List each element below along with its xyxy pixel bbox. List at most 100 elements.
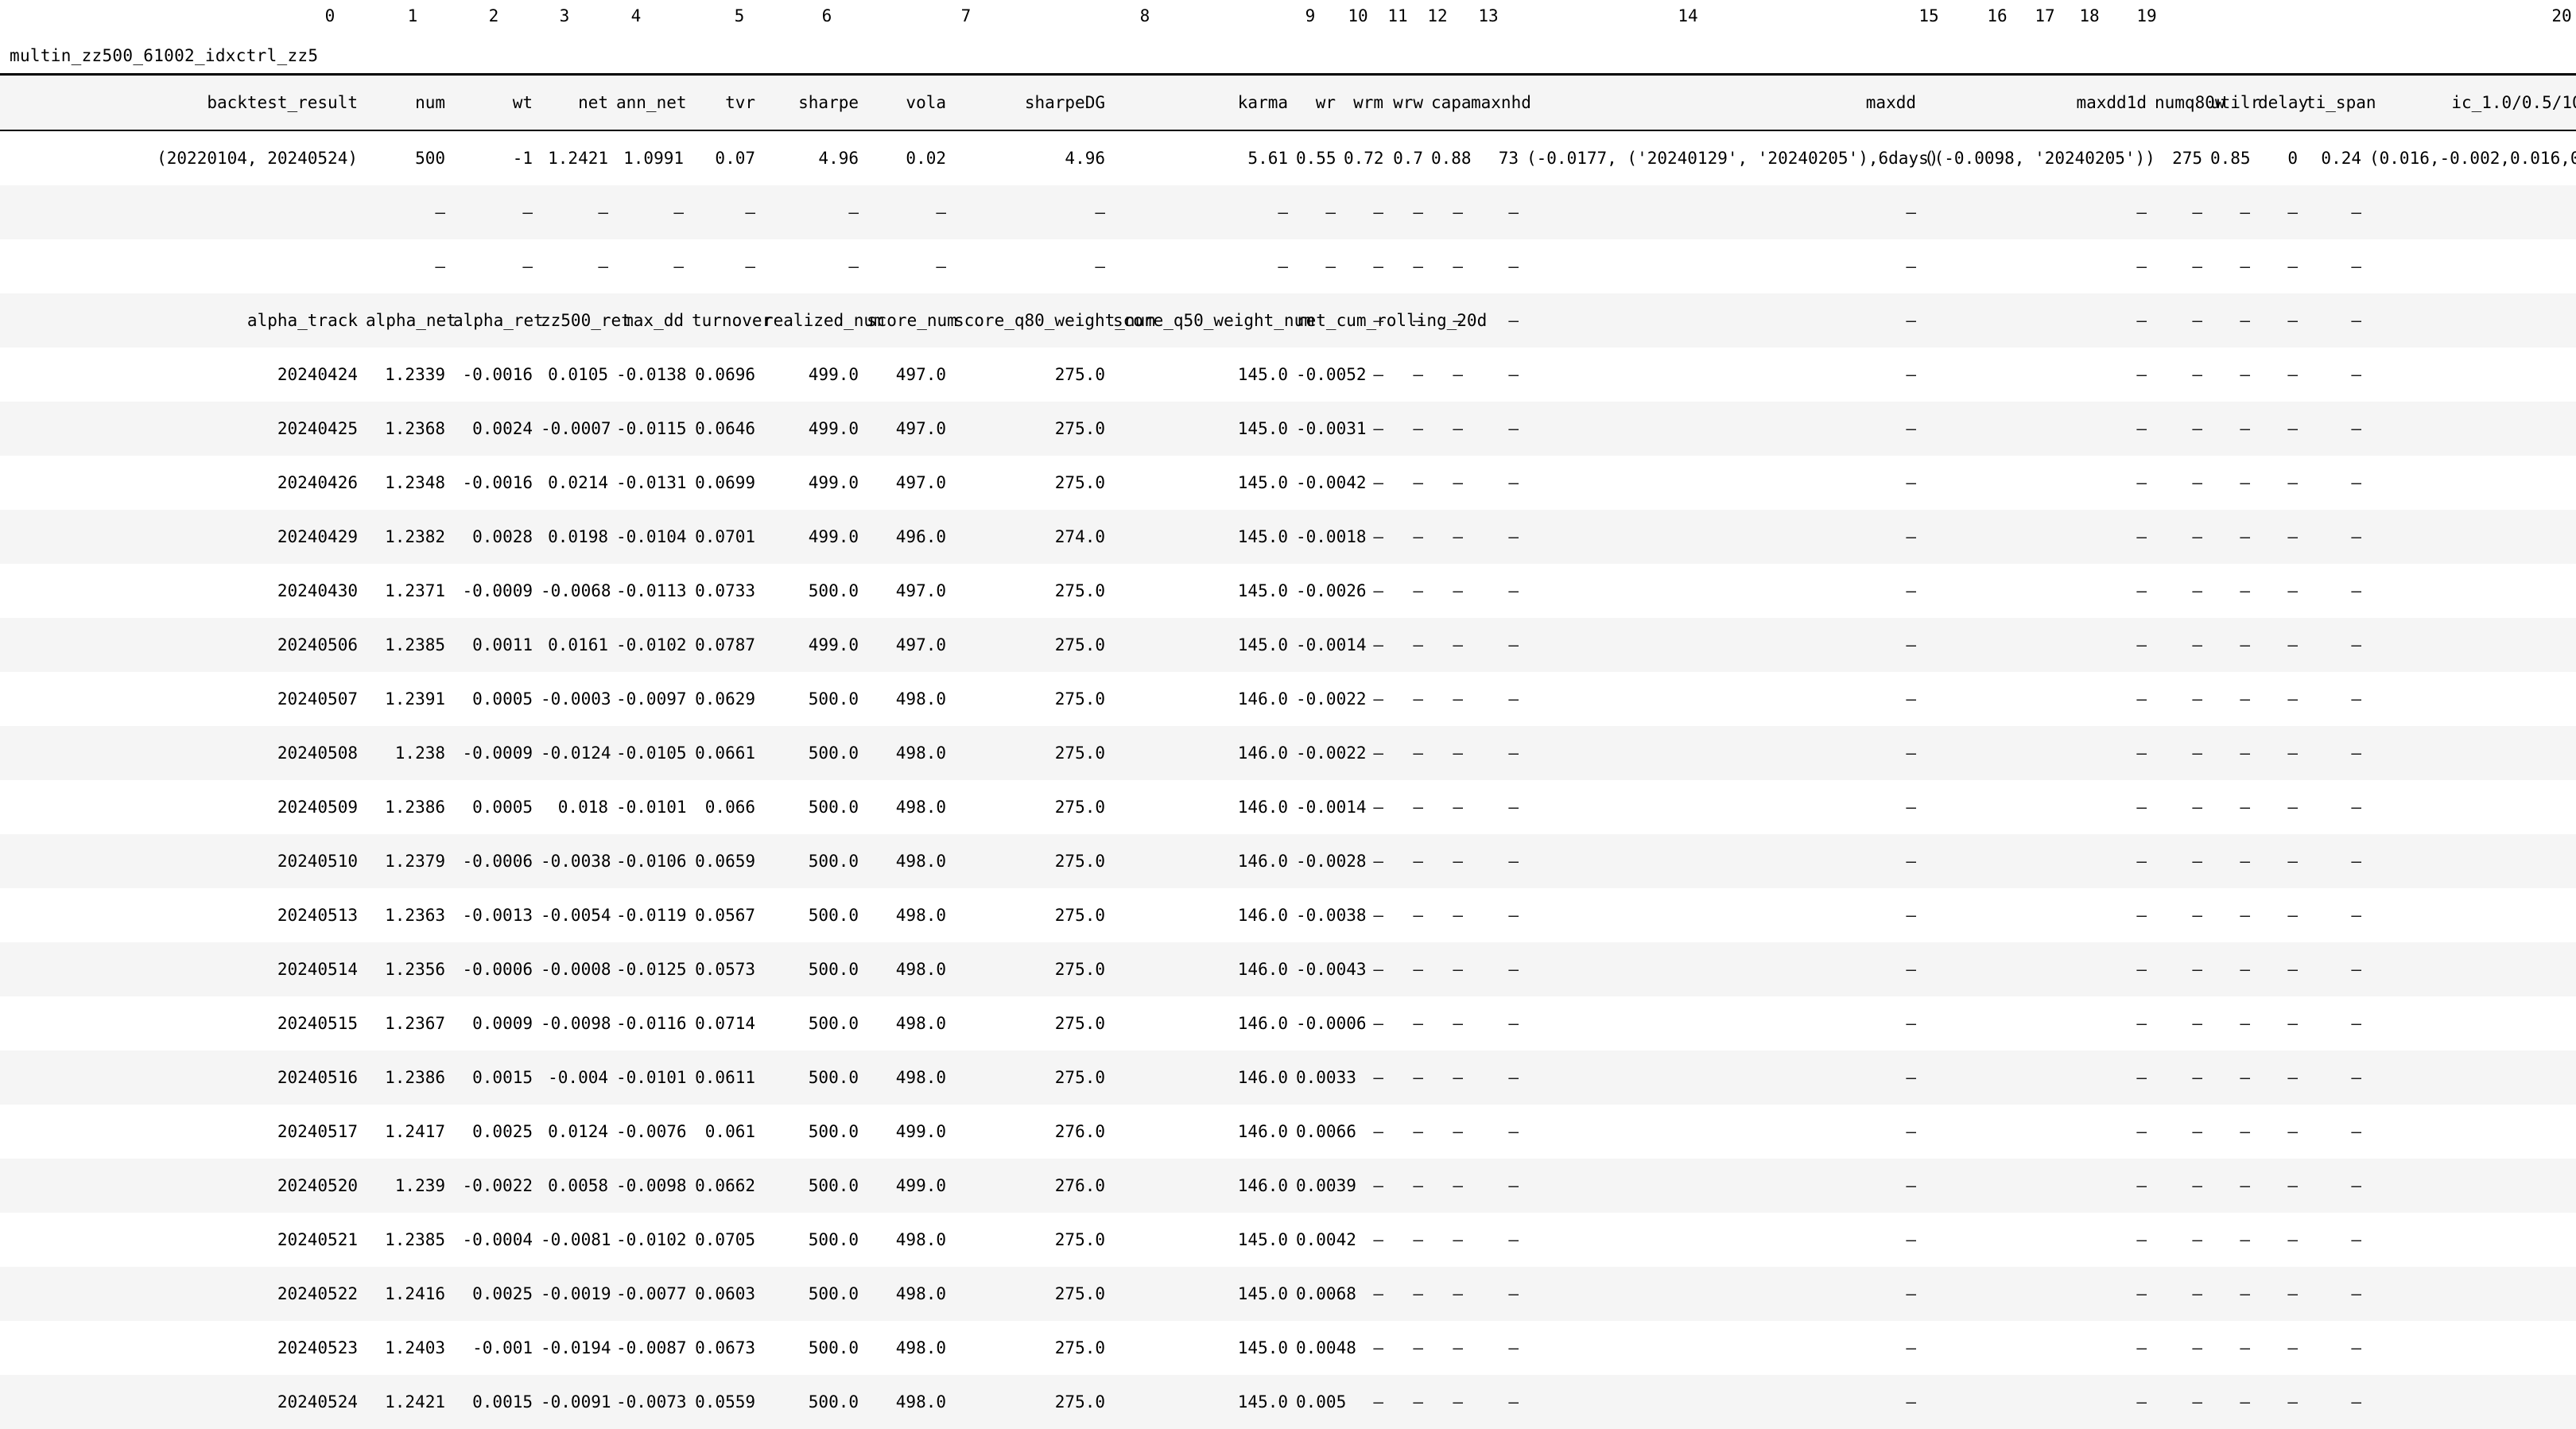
table-cell: — (1906, 1230, 1916, 1249)
table-cell: — (2287, 527, 2298, 546)
table-cell: — (1413, 581, 1423, 600)
table-cell: — (2369, 996, 2576, 1050)
table-cell: 497.0 (895, 419, 946, 438)
table-cell: — (1906, 1338, 1916, 1357)
table-cell: — (2240, 798, 2250, 817)
table-cell: — (2351, 852, 2361, 871)
column-index-3: 3 (559, 6, 570, 25)
table-cell: — (1413, 1014, 1423, 1033)
table-cell: 0 (2287, 149, 2298, 168)
table-cell: 1.2339 (385, 365, 445, 384)
table-cell: — (1906, 473, 1916, 492)
header-row: backtest_result num wt net ann_net tvr sharpe v… (0, 73, 2576, 131)
table-cell: -0.0043 (1296, 960, 1367, 979)
table-cell: 498.0 (895, 1014, 946, 1033)
table-cell: -0.0081 (541, 1230, 611, 1249)
table-cell: 500.0 (808, 1122, 859, 1141)
table-row: 20240507 1.2391 0.0005 -0.0003 -0.0097 0.0629… (0, 672, 2576, 726)
table-cell: 1.2385 (385, 1230, 445, 1249)
table-cell: — (1413, 689, 1423, 709)
table-cell: 275.0 (1054, 744, 1105, 763)
column-header-karma: karma (1113, 73, 1296, 131)
table-cell: 73 (1498, 149, 1519, 168)
table-cell: -0.0119 (616, 906, 687, 925)
table-cell: — (1453, 852, 1463, 871)
table-cell: -0.0007 (541, 419, 611, 438)
table-cell: -0.0004 (462, 1230, 533, 1249)
table-cell: — (1906, 1122, 1916, 1141)
table-cell: — (1508, 473, 1519, 492)
table-cell: — (1373, 852, 1383, 871)
table-cell: -0.0138 (616, 365, 687, 384)
table-cell: -0.0042 (1296, 473, 1367, 492)
table-cell: — (1413, 257, 1423, 276)
table-cell: — (2136, 1338, 2147, 1357)
table-cell: 1.2421 (385, 1392, 445, 1412)
table-cell: — (2351, 581, 2361, 600)
table-cell: — (2136, 1014, 2147, 1033)
subheader-cell: — (2210, 293, 2258, 348)
table-cell: 20240523 (277, 1338, 358, 1357)
table-cell: 20240524 (277, 1392, 358, 1412)
table-row: 20240510 1.2379 -0.0006 -0.0038 -0.0106 0.065… (0, 834, 2576, 888)
table-cell: — (1413, 473, 1423, 492)
table-cell: — (2136, 203, 2147, 222)
table-cell: — (2240, 581, 2250, 600)
table-cell: — (1453, 203, 1463, 222)
table-cell: 20240522 (277, 1284, 358, 1303)
table-cell: — (1373, 1392, 1383, 1412)
table-row: 20240508 1.238 -0.0009 -0.0124 -0.0105 0.0661… (0, 726, 2576, 780)
table-cell: -0.0104 (616, 527, 687, 546)
table-cell: 145.0 (1237, 581, 1288, 600)
table-cell: — (2192, 1176, 2202, 1195)
table-cell: — (1453, 1230, 1463, 1249)
table-cell: — (2351, 906, 2361, 925)
table-cell: — (2287, 473, 2298, 492)
table-cell: — (2240, 1338, 2250, 1357)
table-cell: — (2240, 1176, 2250, 1195)
table-cell: — (1453, 1392, 1463, 1412)
table-cell: 498.0 (895, 1068, 946, 1087)
column-header-maxdd1d: maxdd1d (1924, 73, 2155, 131)
table-cell: 499.0 (895, 1176, 946, 1195)
table-cell: — (2351, 1176, 2361, 1195)
table-cell: — (2192, 419, 2202, 438)
table-cell: — (2351, 1392, 2361, 1412)
table-cell: 500 (415, 149, 445, 168)
table-cell: 0.24 (2321, 149, 2361, 168)
table-cell: 498.0 (895, 689, 946, 709)
table-cell: 145.0 (1237, 635, 1288, 654)
table-cell: -0.0102 (616, 635, 687, 654)
table-cell: — (1508, 689, 1519, 709)
column-header-ti-span: ti_span (2306, 73, 2376, 131)
table-cell: 20240521 (277, 1230, 358, 1249)
table-row: 20240424 1.2339 -0.0016 0.0105 -0.0138 0.0696… (0, 348, 2576, 402)
table-cell: — (2192, 365, 2202, 384)
table-cell: — (2240, 1392, 2250, 1412)
table-cell: — (1906, 581, 1916, 600)
table-cell: 500.0 (808, 689, 859, 709)
table-row: 20240521 1.2385 -0.0004 -0.0081 -0.0102 0.070… (0, 1213, 2576, 1267)
table-cell: — (2240, 1014, 2250, 1033)
table-cell: 20240424 (277, 365, 358, 384)
table-cell: 500.0 (808, 1176, 859, 1195)
table-cell: — (1508, 365, 1519, 384)
table-cell: 1.2356 (385, 960, 445, 979)
table-cell: — (2351, 635, 2361, 654)
table-cell: — (1373, 744, 1383, 763)
table-cell: — (1508, 1176, 1519, 1195)
table-cell: 1.2416 (385, 1284, 445, 1303)
table-cell: 500.0 (808, 1068, 859, 1087)
table-cell: 275.0 (1054, 473, 1105, 492)
table-cell: 497.0 (895, 635, 946, 654)
column-index-17: 17 (2035, 6, 2055, 25)
table-row: — — — — — — — — — — — — — — — — — — — — — (0, 185, 2576, 239)
column-header-maxdd: maxdd (1527, 73, 1924, 131)
table-cell: -0.001 (472, 1338, 533, 1357)
subheader-cell: — (1471, 293, 1527, 348)
table-cell: -0.0105 (616, 744, 687, 763)
table-cell: — (2351, 1284, 2361, 1303)
table-cell: — (2240, 960, 2250, 979)
table-cell: -0.0131 (616, 473, 687, 492)
table-row: 20240506 1.2385 0.0011 0.0161 -0.0102 0.0787 4… (0, 618, 2576, 672)
